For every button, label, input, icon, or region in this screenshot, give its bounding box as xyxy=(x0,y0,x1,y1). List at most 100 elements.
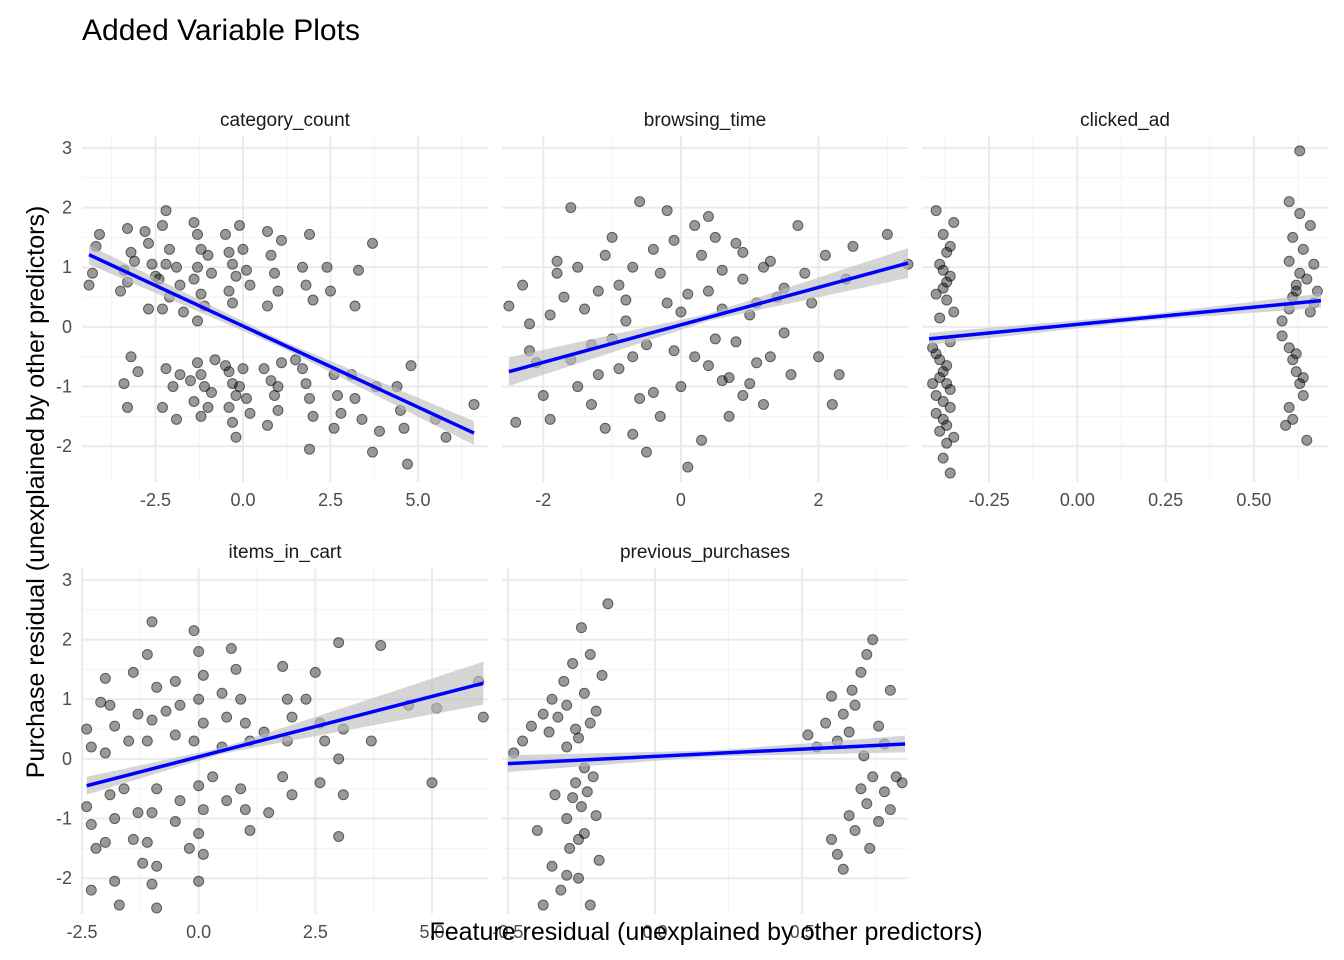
data-point xyxy=(826,398,838,410)
data-point xyxy=(99,747,111,759)
data-point xyxy=(855,783,867,795)
data-point xyxy=(941,419,953,431)
x-tick-label: 0.00 xyxy=(1060,490,1095,510)
data-point xyxy=(1297,243,1309,255)
data-point xyxy=(861,649,873,660)
data-point xyxy=(737,246,749,258)
facet-panels: category_count -2 -1 0 1 2 3 -2.5 0.0 2.5 5.0 brows… xyxy=(56,110,1328,942)
x-tick-label: 0.0 xyxy=(642,922,667,942)
data-point xyxy=(941,294,953,306)
data-point xyxy=(132,708,144,720)
data-point xyxy=(668,234,680,246)
data-point xyxy=(234,381,245,393)
data-point xyxy=(141,735,153,747)
data-point xyxy=(263,807,275,819)
data-point xyxy=(328,422,340,434)
data-point xyxy=(944,401,956,413)
data-point xyxy=(592,369,604,381)
data-point xyxy=(286,789,298,801)
panel-previous_purchases: previous_purchases -0.5 0.0 0.5 xyxy=(492,542,908,942)
data-point xyxy=(146,878,158,890)
data-point xyxy=(356,413,368,425)
data-point xyxy=(654,410,666,422)
data-point xyxy=(620,315,632,327)
data-point xyxy=(937,395,949,407)
data-point xyxy=(223,246,235,258)
data-point xyxy=(290,354,301,366)
data-point xyxy=(730,336,742,348)
x-tick-label: 0.0 xyxy=(186,922,211,942)
data-point xyxy=(567,657,579,669)
data-point xyxy=(627,261,639,273)
data-point xyxy=(192,315,203,327)
data-point xyxy=(349,300,361,312)
data-point xyxy=(192,357,203,369)
data-point xyxy=(237,363,249,375)
data-point xyxy=(1283,401,1295,413)
y-tick-label: 3 xyxy=(62,570,72,590)
y-tick-label: 1 xyxy=(62,689,72,709)
data-point xyxy=(174,699,186,711)
data-point xyxy=(314,777,326,789)
data-point xyxy=(941,276,953,288)
data-point xyxy=(702,360,714,372)
data-point xyxy=(510,416,522,428)
data-point xyxy=(333,830,345,842)
data-point xyxy=(157,401,168,413)
data-point xyxy=(584,649,596,660)
data-point xyxy=(833,369,845,381)
data-point xyxy=(884,804,896,816)
data-point xyxy=(819,249,831,261)
data-point xyxy=(941,378,953,390)
data-point xyxy=(934,372,946,384)
y-tick-label: -1 xyxy=(56,377,72,397)
data-point xyxy=(937,264,949,276)
data-point xyxy=(1280,419,1292,431)
facet-label-browsing_time: browsing_time xyxy=(644,110,767,131)
data-point xyxy=(297,363,308,375)
data-point xyxy=(944,384,956,396)
data-point xyxy=(802,729,814,741)
data-point xyxy=(668,345,680,357)
data-point xyxy=(575,622,587,634)
data-point xyxy=(216,687,228,699)
facet-label-category_count: category_count xyxy=(220,110,351,131)
data-point xyxy=(367,237,378,249)
y-tick-label: 1 xyxy=(62,257,72,277)
data-point xyxy=(948,306,960,318)
data-point xyxy=(265,249,277,261)
data-point xyxy=(1276,315,1288,327)
data-point xyxy=(99,836,111,848)
data-point xyxy=(197,669,209,681)
data-point xyxy=(579,303,591,315)
data-point xyxy=(309,666,321,678)
data-point xyxy=(375,640,387,652)
data-point xyxy=(792,219,804,231)
data-point xyxy=(689,351,701,363)
data-point xyxy=(1294,378,1306,390)
data-point xyxy=(517,279,529,291)
data-point xyxy=(174,369,186,381)
data-point xyxy=(778,327,790,339)
data-point xyxy=(276,234,287,246)
data-point xyxy=(241,264,252,276)
data-point xyxy=(861,798,873,810)
data-point xyxy=(127,666,139,678)
data-point xyxy=(813,351,825,363)
data-point xyxy=(944,467,956,479)
data-point xyxy=(141,836,153,848)
data-point xyxy=(220,228,231,240)
data-point xyxy=(227,258,238,270)
data-point xyxy=(561,813,573,825)
data-point xyxy=(244,407,256,419)
data-point xyxy=(1283,196,1295,208)
data-point xyxy=(197,848,209,860)
data-point xyxy=(606,231,618,243)
data-point xyxy=(223,401,235,413)
data-point xyxy=(873,816,885,828)
data-point xyxy=(143,237,154,249)
panel-items_in_cart: items_in_cart -2 -1 0 1 2 3 -2.5 0.0 2.5 5.0 xyxy=(56,542,489,942)
data-point xyxy=(223,285,235,297)
data-point xyxy=(572,261,584,273)
data-point xyxy=(927,378,939,390)
